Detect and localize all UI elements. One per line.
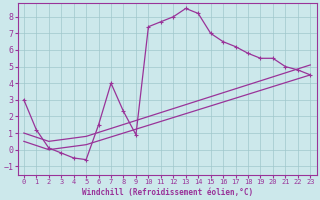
X-axis label: Windchill (Refroidissement éolien,°C): Windchill (Refroidissement éolien,°C) — [82, 188, 253, 197]
